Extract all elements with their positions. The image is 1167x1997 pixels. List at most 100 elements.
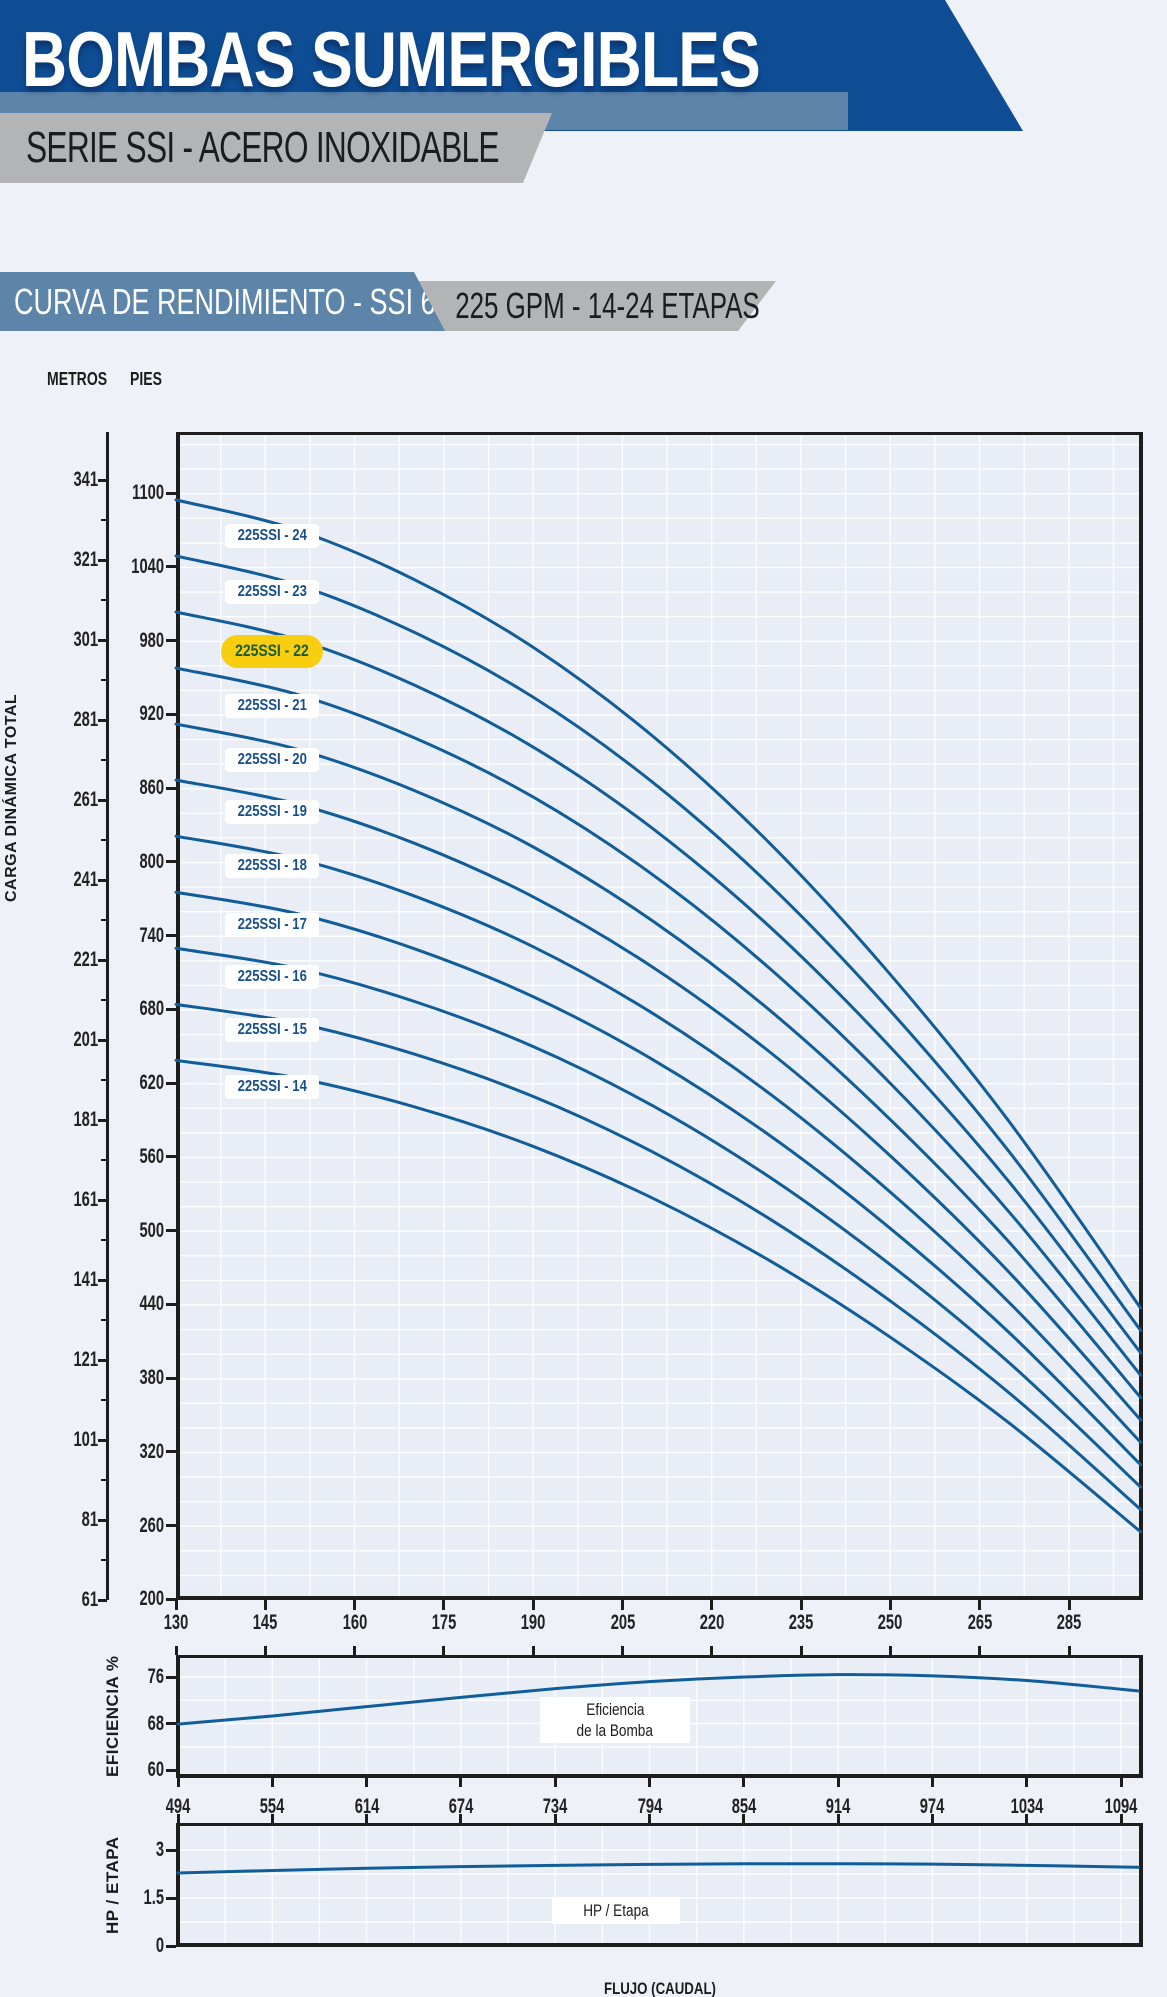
flow-tick [174,1600,178,1610]
flow-tick [442,1600,446,1610]
metros-minor-tick [101,599,107,601]
pies-tick-label: 1040 [131,554,164,578]
flow-tick-label: 265 [967,1611,992,1634]
flow-tick-label: 285 [1056,1611,1082,1634]
curve-label-text: 225SSI - 20 [237,751,307,768]
lpm-tick-above-hp [176,1814,180,1823]
lpm-tick-label: 734 [542,1795,568,1818]
metros-minor-tick [101,1479,107,1481]
curve-label: 225SSI - 20 [225,748,319,772]
flow-tick [710,1600,714,1610]
pies-tick [166,1007,176,1011]
flow-tick-label: 160 [342,1611,367,1634]
pies-tick-label: 1100 [132,481,164,504]
lpm-tick-above-hp [553,1814,557,1823]
flow-tick [621,1600,624,1610]
lpm-tick-label: 554 [260,1795,285,1818]
lpm-tick-above-hp [270,1814,274,1823]
metros-minor-tick [101,1239,107,1241]
lpm-tick-above-hp [836,1814,840,1823]
lpm-tick-below-eff [176,1778,180,1787]
flow-tick [978,1600,982,1610]
efficiency-y-label: 60 [147,1758,164,1781]
metros-tick-label: 241 [73,868,98,891]
lpm-tick-above-hp [1025,1814,1029,1823]
pies-tick-label: 260 [139,1513,164,1537]
hp-y-label: 3 [155,1838,164,1861]
efficiency-box: Eficiencia de la Bomba [540,1697,690,1743]
hp-y-tick [166,1944,176,1948]
metros-minor-tick [101,679,107,681]
metros-tick [98,1438,107,1442]
metros-tick [98,638,107,642]
metros-tick-label: 221 [73,948,98,971]
flow-tick [799,1600,803,1610]
metros-tick-label: 101 [73,1428,98,1451]
curve-label: 225SSI - 23 [225,580,319,604]
curve-label-text: 225SSI - 16 [237,968,307,985]
lpm-tick-below-eff [648,1778,651,1787]
flow-tick [1067,1600,1071,1610]
lpm-tick-below-eff [553,1778,557,1787]
efficiency-y-label: 76 [147,1665,164,1688]
curve-label-text: 225SSI - 19 [237,803,307,820]
pies-tick [166,1597,176,1601]
banner-badge: 225 GPM - 14-24 ETAPAS [452,281,762,331]
pies-tick [166,639,176,642]
hp-y-tick [166,1848,176,1852]
pies-tick-label: 560 [139,1144,164,1168]
lpm-tick-label: 1034 [1010,1795,1044,1818]
efficiency-box-line1: Eficiencia [585,1700,645,1719]
hp-y-label: 0 [155,1934,164,1957]
metros-tick-label: 121 [73,1348,98,1371]
pies-tick [166,786,176,790]
lpm-tick-label: 614 [354,1795,379,1818]
pies-tick-label: 800 [139,849,164,873]
metros-tick-label: 261 [73,788,98,811]
metros-minor-tick [101,519,107,521]
metros-tick-label: 61 [81,1588,98,1611]
lpm-tick-below-eff [459,1778,463,1787]
curve-label: 225SSI - 24 [225,524,319,548]
curve-label-text: 225SSI - 24 [237,527,307,544]
pies-tick-label: 200 [139,1587,164,1611]
efficiency-y-tick [166,1675,176,1679]
metros-minor-tick [101,759,107,761]
metros-tick-label: 161 [73,1188,98,1211]
curve-label: 225SSI - 14 [225,1075,319,1099]
metros-axis-title: METROS [47,369,108,389]
pies-tick-label: 860 [139,776,164,799]
metros-minor-tick [101,839,107,841]
flow-tick-label: 235 [788,1611,814,1634]
hp-plot-area [176,1823,1143,1947]
flow-tick-upper [263,1646,267,1655]
hp-box: HP / Etapa [552,1897,680,1924]
pies-tick-label: 620 [139,1071,164,1094]
hp-axis-title: HP / ETAPA [103,1836,122,1934]
metros-tick [98,958,107,962]
lpm-tick-below-eff [365,1778,369,1787]
header-gray-band: SERIE SSI - ACERO INOXIDABLE [0,113,552,183]
curve-label: 225SSI - 16 [225,965,319,989]
pies-axis-title: PIES [129,369,163,389]
metros-tick-label: 341 [73,468,98,491]
flow-tick-upper [799,1646,803,1655]
lpm-tick-above-hp [742,1814,746,1823]
pies-tick [166,1524,176,1527]
curve-label: 225SSI - 19 [225,800,319,824]
lpm-tick-above-hp [459,1814,463,1823]
lpm-tick-above-hp [1119,1814,1123,1823]
flow-tick-upper [621,1646,624,1655]
metros-minor-tick [101,1079,107,1081]
page-subtitle: SERIE SSI - ACERO INOXIDABLE [26,123,499,172]
pies-tick [166,712,176,716]
lpm-tick-label: 914 [825,1795,851,1818]
efficiency-axis-title: EFICIENCIA % [103,1655,122,1777]
pies-tick [166,1229,176,1232]
pies-tick [166,1450,176,1454]
metros-tick [98,798,107,802]
lpm-tick-above-hp [930,1814,934,1823]
pies-tick-label: 740 [139,923,164,947]
pies-tick-label: 440 [139,1292,164,1316]
metros-tick [98,878,107,882]
